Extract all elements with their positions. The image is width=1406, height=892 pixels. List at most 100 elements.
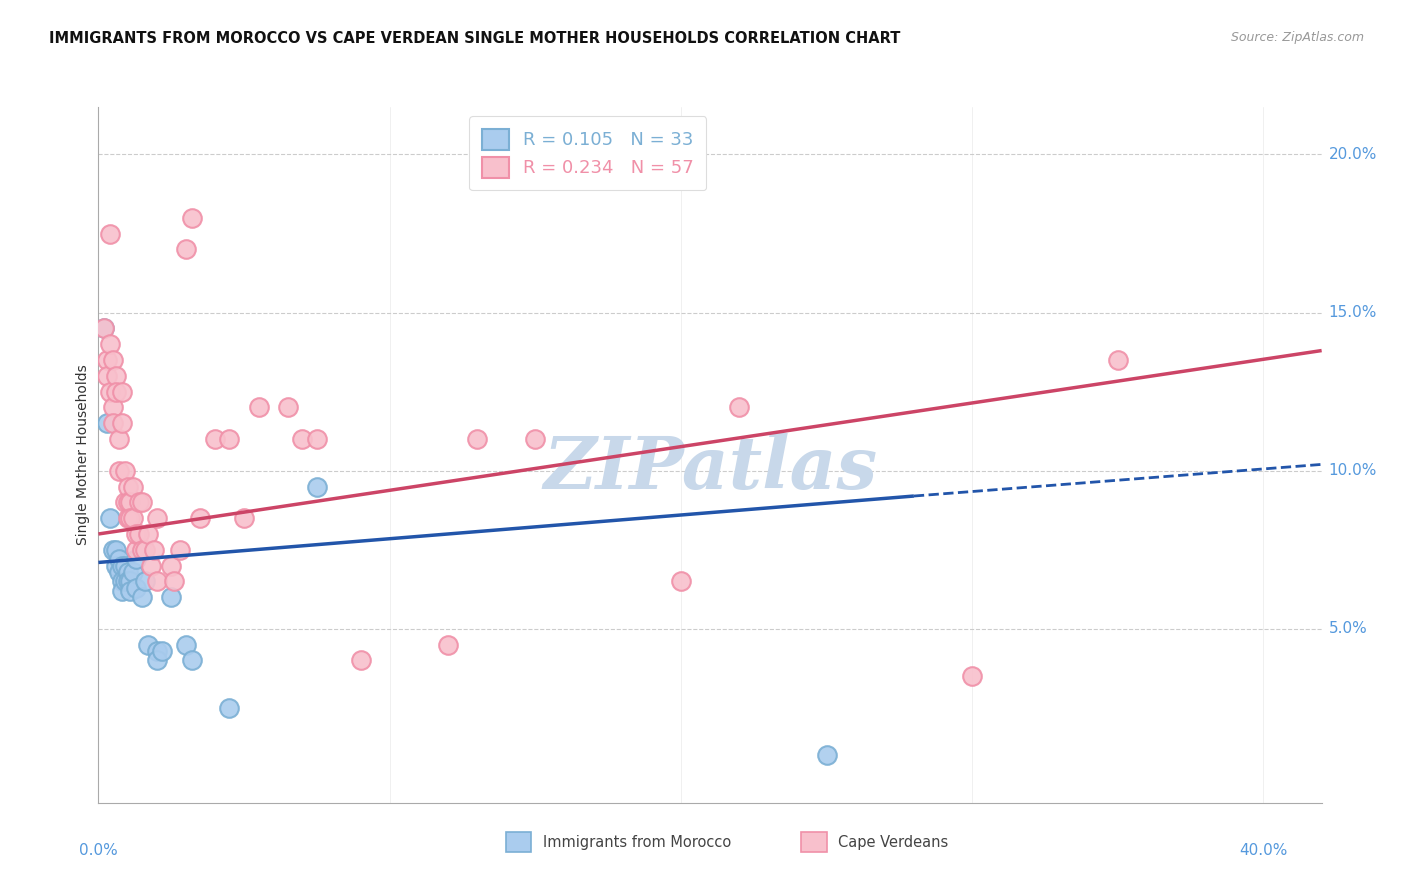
Point <box>291 432 314 446</box>
Point <box>131 591 153 605</box>
Point <box>108 565 131 579</box>
Point <box>169 542 191 557</box>
Point <box>101 542 124 557</box>
Point <box>111 574 134 589</box>
Point <box>145 574 167 589</box>
Point <box>108 552 131 566</box>
Point <box>465 432 488 446</box>
Point <box>128 495 150 509</box>
Point <box>277 401 299 415</box>
Point <box>233 511 256 525</box>
Point <box>136 527 159 541</box>
Point <box>131 542 153 557</box>
Point <box>104 558 127 573</box>
Point <box>180 653 202 667</box>
Point <box>125 542 148 557</box>
Point <box>960 669 983 683</box>
Point <box>125 581 148 595</box>
Point <box>142 542 165 557</box>
Point <box>98 384 121 399</box>
Y-axis label: Single Mother Households: Single Mother Households <box>76 365 90 545</box>
Text: Immigrants from Morocco: Immigrants from Morocco <box>543 835 731 849</box>
Point <box>437 638 460 652</box>
Point <box>152 644 174 658</box>
Text: 0.0%: 0.0% <box>79 843 118 858</box>
Text: Cape Verdeans: Cape Verdeans <box>838 835 948 849</box>
Legend: R = 0.105   N = 33, R = 0.234   N = 57: R = 0.105 N = 33, R = 0.234 N = 57 <box>470 116 706 190</box>
Point <box>145 653 167 667</box>
Point <box>104 384 127 399</box>
Point <box>104 368 127 383</box>
Point <box>218 701 240 715</box>
Point <box>188 511 212 525</box>
Point <box>117 565 139 579</box>
Point <box>160 558 183 573</box>
Point <box>204 432 226 446</box>
Point <box>669 574 692 589</box>
Point <box>117 574 139 589</box>
Point <box>180 211 202 225</box>
Text: ZIPatlas: ZIPatlas <box>543 434 877 504</box>
Point <box>139 558 162 573</box>
Point <box>728 401 751 415</box>
Text: IMMIGRANTS FROM MOROCCO VS CAPE VERDEAN SINGLE MOTHER HOUSEHOLDS CORRELATION CHA: IMMIGRANTS FROM MOROCCO VS CAPE VERDEAN … <box>49 31 901 46</box>
Point <box>114 558 136 573</box>
Text: 5.0%: 5.0% <box>1329 622 1368 636</box>
Point <box>111 558 134 573</box>
Point <box>98 511 121 525</box>
Point <box>125 527 148 541</box>
Point <box>117 495 139 509</box>
Point <box>98 337 121 351</box>
Point <box>96 353 118 368</box>
Point <box>305 479 328 493</box>
Point <box>128 527 150 541</box>
Text: 20.0%: 20.0% <box>1329 147 1376 162</box>
Point <box>134 542 156 557</box>
Point <box>163 574 186 589</box>
Point <box>114 574 136 589</box>
Point <box>134 574 156 589</box>
Point <box>1107 353 1129 368</box>
Point <box>131 542 153 557</box>
Point <box>247 401 270 415</box>
Point <box>114 495 136 509</box>
Text: Source: ZipAtlas.com: Source: ZipAtlas.com <box>1230 31 1364 45</box>
Point <box>104 542 127 557</box>
Point <box>96 368 118 383</box>
Point <box>120 495 142 509</box>
Point <box>122 479 145 493</box>
Point <box>160 591 183 605</box>
Point <box>101 353 124 368</box>
Point <box>114 464 136 478</box>
Point <box>136 638 159 652</box>
Point <box>96 417 118 431</box>
Point <box>108 432 131 446</box>
Point <box>174 638 197 652</box>
Point <box>131 495 153 509</box>
Point <box>524 432 547 446</box>
Text: 15.0%: 15.0% <box>1329 305 1376 320</box>
Point <box>120 511 142 525</box>
Point <box>815 748 838 763</box>
Point <box>93 321 115 335</box>
Point <box>120 583 142 598</box>
Point <box>93 321 115 335</box>
Point <box>108 464 131 478</box>
Point <box>111 583 134 598</box>
Point <box>101 417 124 431</box>
Text: 10.0%: 10.0% <box>1329 463 1376 478</box>
Point <box>117 479 139 493</box>
Point <box>349 653 371 667</box>
Point <box>122 565 145 579</box>
Point <box>145 511 167 525</box>
Point <box>218 432 240 446</box>
Point <box>111 417 134 431</box>
Point <box>117 511 139 525</box>
Point <box>101 401 124 415</box>
Point <box>145 644 167 658</box>
Point <box>98 227 121 241</box>
Point <box>120 574 142 589</box>
Text: 40.0%: 40.0% <box>1239 843 1288 858</box>
Point <box>305 432 328 446</box>
Point <box>125 552 148 566</box>
